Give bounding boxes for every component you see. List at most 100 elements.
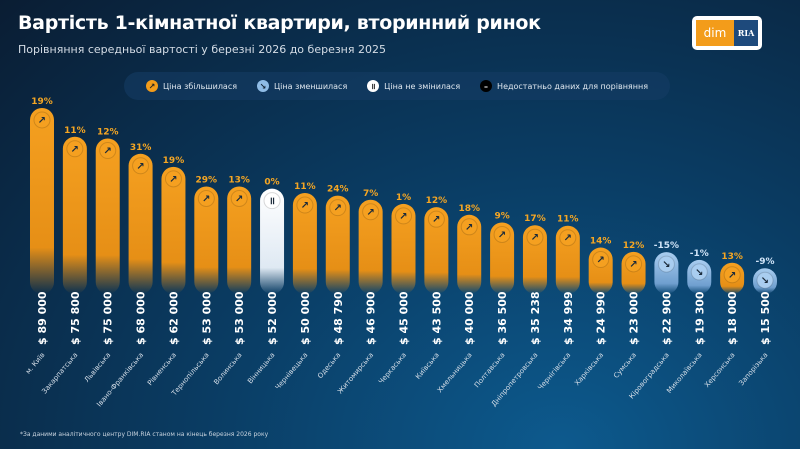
arrow-up-right-icon: ↗ — [432, 215, 440, 226]
arrow-up-right-icon: ↗ — [728, 270, 736, 281]
bar-cap — [395, 207, 412, 225]
category-label: Запорізька — [737, 351, 769, 387]
category-label: Волинська — [212, 351, 243, 386]
category-label: Хмельницька — [436, 351, 474, 394]
value-label: $ 53 000 — [233, 291, 246, 345]
value-label: $ 43 500 — [430, 291, 443, 345]
bar-cap — [66, 140, 84, 158]
logo-ria: RIA — [734, 20, 758, 46]
category-label: Львівська — [83, 351, 112, 384]
change-label: -9% — [755, 257, 774, 267]
value-label: $ 52 000 — [266, 291, 279, 345]
change-label: 29% — [196, 175, 218, 185]
minus-icon: – — [480, 80, 493, 92]
value-label: $ 34 999 — [562, 291, 575, 345]
bar-cap — [526, 228, 544, 246]
value-label: $ 75 800 — [69, 291, 82, 345]
category-label: Закарпатська — [40, 351, 79, 395]
bar-cap — [197, 189, 215, 207]
change-label: 13% — [228, 175, 250, 185]
category-label: Херсонська — [703, 351, 737, 389]
legend-item-unchanged: ॥ Ціна не змінилася — [367, 80, 460, 92]
legend-item-decreased: ↘ Ціна зменшилася — [256, 80, 348, 92]
bar-cap — [460, 218, 478, 236]
bar — [490, 222, 515, 294]
arrow-up-right-icon: ↗ — [169, 174, 177, 185]
category-label: Одеська — [316, 351, 342, 380]
legend: ↗ Ціна збільшилася ↘ Ціна зменшилася ॥ Ціна… — [124, 72, 670, 100]
category-label: Полтавська — [473, 351, 507, 389]
change-label: 1% — [396, 193, 411, 203]
value-label: $ 68 000 — [135, 291, 148, 345]
bar — [424, 207, 449, 294]
dim-ria-logo: dim RIA — [692, 16, 762, 50]
bar — [62, 136, 87, 294]
bar-cap — [625, 255, 643, 273]
arrow-up-right-icon: ↗ — [366, 207, 374, 218]
category-label: Вінницька — [246, 351, 276, 385]
value-label: $ 75 000 — [102, 291, 115, 345]
bar-cap — [427, 210, 445, 228]
change-label: 9% — [494, 211, 509, 221]
category-label: Рівненська — [146, 351, 178, 387]
change-label: 12% — [426, 196, 448, 206]
change-label: 11% — [557, 215, 579, 225]
bar-cap — [99, 142, 117, 160]
bar — [358, 199, 383, 294]
value-label: $ 18 000 — [726, 291, 739, 345]
bar — [95, 138, 120, 294]
bar — [260, 188, 285, 294]
arrow-up-right-icon: ↗ — [564, 233, 572, 244]
bar-cap — [690, 263, 708, 281]
bar-cap — [230, 189, 248, 207]
legend-item-no-data: – Недостатньо даних для порівняння — [480, 80, 648, 92]
pause-icon: ॥ — [269, 196, 275, 207]
value-label: $ 22 900 — [660, 291, 673, 345]
arrow-up-right-icon: ↗ — [465, 222, 473, 233]
category-label: Чернігівська — [536, 351, 572, 392]
arrow-up-right-icon: ↗ — [235, 194, 243, 205]
category-label: Житомирська — [336, 351, 375, 395]
change-label: 24% — [327, 185, 349, 195]
change-label: 31% — [130, 143, 152, 153]
value-label: $ 48 790 — [332, 291, 345, 345]
bar-cap — [132, 157, 150, 175]
bar — [325, 195, 350, 294]
value-label: $ 24 990 — [595, 291, 608, 345]
value-label: $ 15 500 — [759, 291, 772, 345]
bar-cap — [362, 203, 380, 221]
arrow-up-right-icon: ↗ — [136, 161, 144, 172]
legend-label: Ціна зменшилася — [273, 81, 348, 91]
bar — [194, 186, 219, 294]
change-label: 12% — [97, 128, 119, 138]
change-label: 19% — [163, 156, 185, 166]
bar-cap — [657, 255, 675, 273]
legend-label: Ціна не змінилася — [384, 81, 461, 91]
bar — [292, 193, 317, 294]
value-label: $ 35 238 — [529, 291, 542, 345]
arrow-down-right-icon: ↘ — [761, 276, 769, 287]
bar — [128, 153, 153, 294]
arrow-up-right-icon: ↗ — [596, 255, 604, 266]
value-label: $ 40 000 — [463, 291, 476, 345]
arrow-up-right-icon: ↗ — [71, 144, 79, 155]
bar-cap — [756, 271, 774, 289]
change-label: 7% — [363, 189, 378, 199]
bar — [227, 186, 252, 294]
change-label: 18% — [458, 204, 480, 214]
change-label: 14% — [590, 237, 612, 247]
legend-item-increased: ↗ Ціна збільшилася — [145, 80, 237, 92]
arrow-up-right-icon: ↗ — [399, 211, 407, 222]
change-label: 11% — [64, 126, 86, 136]
value-label: $ 23 000 — [628, 291, 641, 345]
arrow-up-right-icon: ↗ — [38, 116, 46, 127]
change-label: -1% — [690, 249, 709, 259]
chart-title: Вартість 1-кімнатної квартири, вторинний… — [18, 12, 541, 34]
arrow-up-right-icon: ↗ — [301, 201, 309, 212]
change-label: 13% — [721, 252, 743, 262]
change-label: -15% — [654, 241, 679, 251]
category-label: Київська — [414, 351, 441, 381]
bar-cap — [559, 229, 577, 247]
footnote: *За даними аналітичного центру DIM.RIA с… — [20, 431, 269, 438]
